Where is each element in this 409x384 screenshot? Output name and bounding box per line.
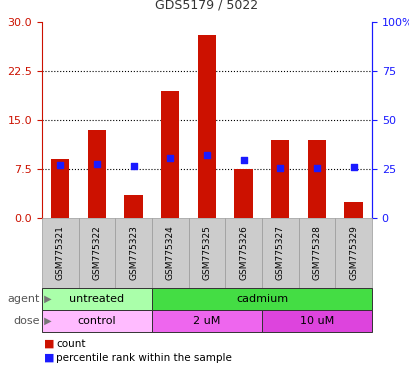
Text: GDS5179 / 5022: GDS5179 / 5022 — [155, 0, 258, 12]
Bar — [115, 218, 152, 288]
Bar — [270, 140, 289, 218]
Bar — [335, 218, 371, 288]
Text: GSM775323: GSM775323 — [129, 225, 138, 280]
Bar — [188, 218, 225, 288]
Bar — [344, 202, 362, 218]
Bar — [261, 310, 371, 332]
Text: untreated: untreated — [69, 294, 124, 304]
Text: agent: agent — [8, 294, 40, 304]
Point — [57, 162, 63, 168]
Text: ▶: ▶ — [41, 316, 52, 326]
Bar — [234, 169, 252, 218]
Bar — [298, 218, 335, 288]
Text: count: count — [56, 339, 85, 349]
Text: GSM775326: GSM775326 — [238, 225, 247, 280]
Bar — [42, 218, 79, 288]
Bar — [307, 140, 326, 218]
Text: GSM775329: GSM775329 — [348, 225, 357, 280]
Bar — [261, 218, 298, 288]
Text: GSM775321: GSM775321 — [56, 225, 65, 280]
Text: GSM775328: GSM775328 — [312, 225, 321, 280]
Bar — [161, 91, 179, 218]
Point — [166, 155, 173, 161]
Text: percentile rank within the sample: percentile rank within the sample — [56, 353, 231, 363]
Text: ▶: ▶ — [41, 294, 52, 304]
Point — [130, 163, 137, 169]
Point — [313, 165, 319, 171]
Text: control: control — [77, 316, 116, 326]
Bar — [42, 288, 152, 310]
Text: ■: ■ — [44, 353, 54, 363]
Point — [94, 161, 100, 167]
Text: GSM775327: GSM775327 — [275, 225, 284, 280]
Point — [240, 157, 246, 163]
Bar — [152, 310, 261, 332]
Point — [203, 152, 210, 158]
Bar — [42, 310, 152, 332]
Text: 10 uM: 10 uM — [299, 316, 333, 326]
Point — [276, 165, 283, 171]
Bar — [88, 130, 106, 218]
Text: 2 uM: 2 uM — [193, 316, 220, 326]
Text: GSM775324: GSM775324 — [165, 226, 174, 280]
Point — [350, 164, 356, 170]
Bar — [152, 218, 188, 288]
Bar — [152, 288, 371, 310]
Text: GSM775322: GSM775322 — [92, 226, 101, 280]
Text: dose: dose — [13, 316, 40, 326]
Bar — [51, 159, 70, 218]
Bar — [124, 195, 142, 218]
Text: cadmium: cadmium — [235, 294, 288, 304]
Bar — [79, 218, 115, 288]
Text: GSM775325: GSM775325 — [202, 225, 211, 280]
Bar — [198, 35, 216, 218]
Text: ■: ■ — [44, 339, 54, 349]
Bar — [225, 218, 261, 288]
